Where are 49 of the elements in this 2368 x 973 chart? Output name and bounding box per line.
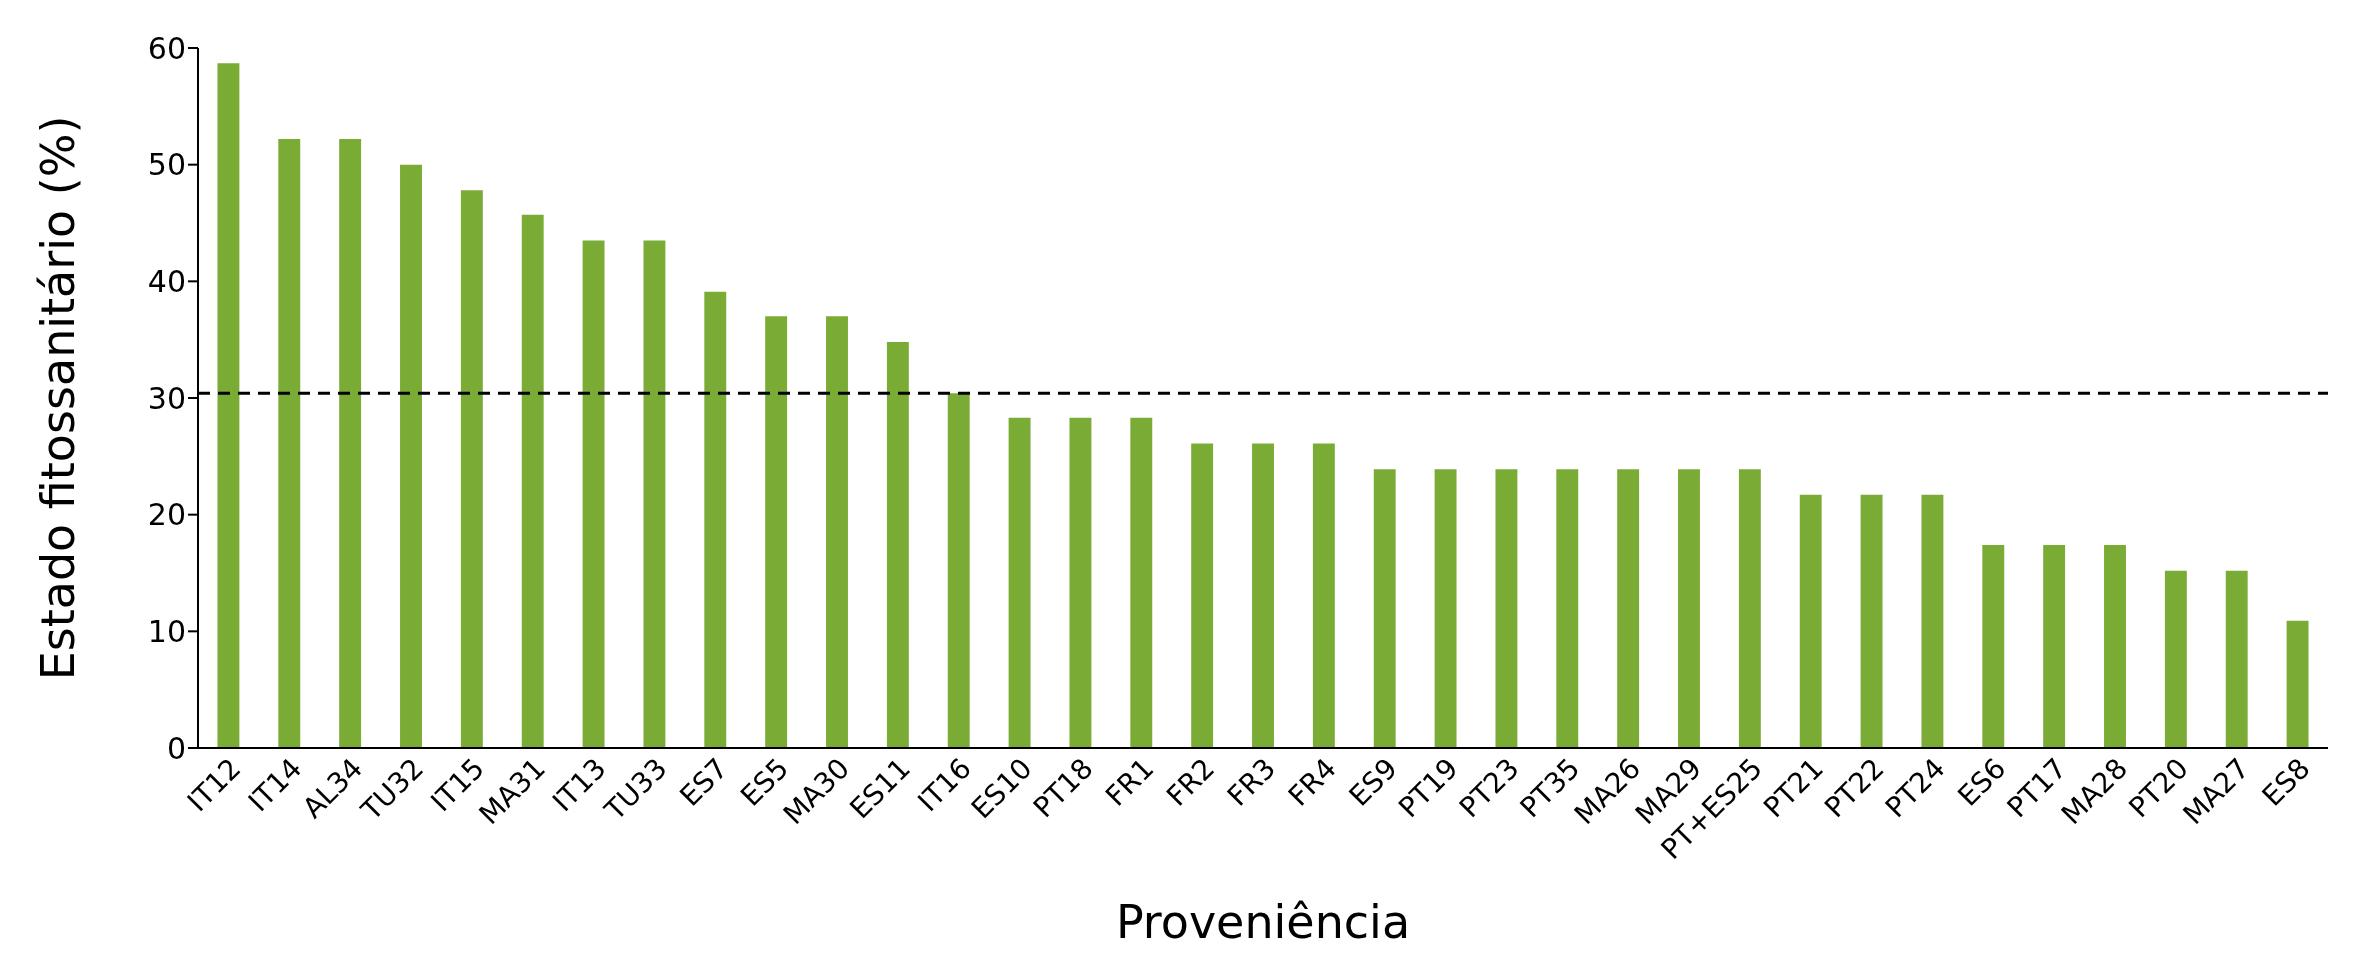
y-tick-label: 10 <box>147 613 186 649</box>
x-tick-label: FR2 <box>1160 751 1222 813</box>
bar <box>1982 545 2005 748</box>
bar <box>400 164 422 748</box>
y-tick-label: 20 <box>147 497 186 533</box>
bar <box>2043 545 2066 748</box>
bar <box>704 291 727 748</box>
bar <box>765 316 788 748</box>
bar <box>947 393 970 748</box>
bar <box>2164 570 2187 748</box>
bar <box>1191 443 1214 748</box>
bar <box>1008 417 1031 748</box>
bar <box>1860 494 1883 748</box>
y-tick-label: 30 <box>147 380 186 416</box>
bar <box>1252 443 1274 748</box>
bar <box>826 316 848 748</box>
bar <box>2286 620 2309 748</box>
bar <box>521 214 544 748</box>
y-tick-label: 0 <box>166 730 186 766</box>
bar <box>643 240 666 748</box>
bar <box>886 342 909 748</box>
x-tick-label: FR4 <box>1281 751 1343 813</box>
y-axis-title: Estado fitossanitário (%) <box>31 115 86 681</box>
bar <box>1738 469 1761 748</box>
bar <box>1373 469 1396 748</box>
x-tick-label: FR3 <box>1220 751 1283 813</box>
bar <box>1434 469 1457 748</box>
bar <box>460 190 483 748</box>
x-tick-label: ES8 <box>2255 751 2317 813</box>
x-tick-label: FR1 <box>1099 751 1161 813</box>
bar <box>217 63 240 748</box>
bar <box>1312 443 1335 748</box>
bar <box>2225 570 2248 748</box>
bar <box>339 139 362 748</box>
bar <box>1678 469 1700 748</box>
bar <box>582 240 605 748</box>
bar <box>1069 417 1092 748</box>
y-tick-label: 60 <box>147 30 186 66</box>
bar <box>2104 545 2126 748</box>
bar <box>1556 469 1579 748</box>
bar <box>1495 469 1518 748</box>
bar <box>278 139 301 748</box>
y-tick-label: 40 <box>147 263 186 299</box>
bar <box>1799 494 1822 748</box>
x-axis-title: Proveniência <box>1115 895 1411 949</box>
bar <box>1921 494 1944 748</box>
bar <box>1130 417 1153 748</box>
y-tick-label: 50 <box>147 147 186 183</box>
bar <box>1617 469 1640 748</box>
